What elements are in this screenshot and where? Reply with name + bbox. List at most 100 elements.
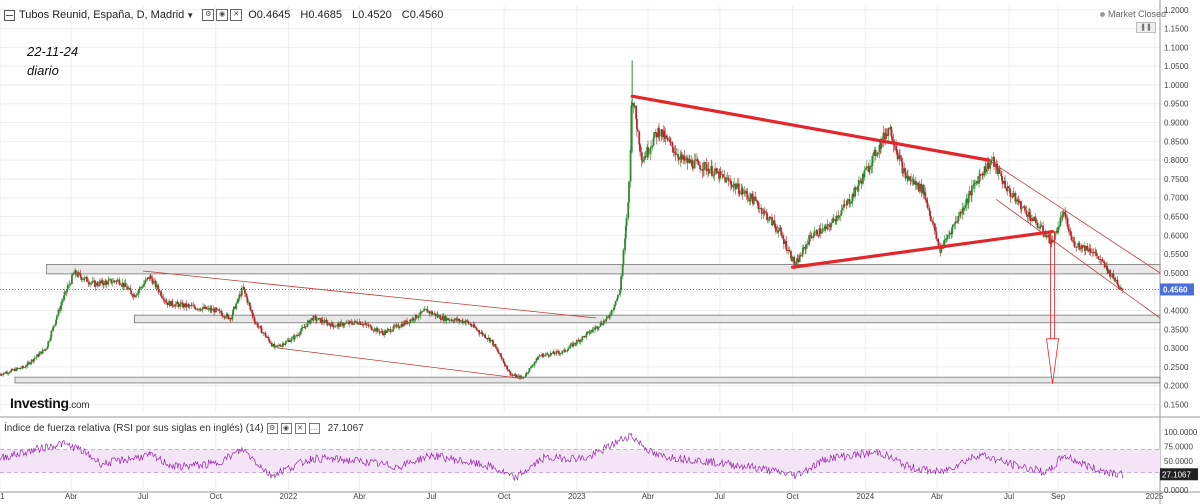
rsi-tick-label: 75.0000 bbox=[1164, 443, 1193, 452]
price-axis[interactable]: 1.2000 1.1500 1.1000 1.0500 1.0000 0.9500 0.90… bbox=[1160, 6, 1194, 410]
settings-icon[interactable]: ⚙ bbox=[202, 9, 215, 21]
candle-body bbox=[104, 281, 107, 282]
candle-body bbox=[580, 339, 583, 341]
candle-body bbox=[232, 306, 235, 310]
candle-body bbox=[1062, 211, 1065, 217]
candle-body bbox=[712, 175, 715, 177]
candle-body bbox=[1037, 227, 1040, 228]
candle-body bbox=[50, 330, 53, 338]
candle-body bbox=[1028, 212, 1031, 215]
chevron-down-icon[interactable]: ▼ bbox=[186, 10, 195, 20]
time-axis[interactable]: 21 Abr Jul Oct 2022 Abr Jul Oct 2023 Abr Jul Oct 202… bbox=[0, 492, 1164, 501]
pause-icon[interactable]: ❚❚ bbox=[1136, 22, 1156, 33]
candle-body bbox=[953, 224, 956, 226]
candle-body bbox=[63, 291, 66, 296]
candle-body bbox=[165, 302, 168, 303]
rsi-tick-label: 100.0000 bbox=[1164, 428, 1198, 437]
collapse-icon[interactable] bbox=[4, 9, 15, 21]
candle-body bbox=[520, 376, 523, 378]
candle-body bbox=[708, 170, 711, 174]
candle-body bbox=[722, 174, 724, 177]
candle-body bbox=[1048, 234, 1051, 244]
candle-body bbox=[464, 321, 467, 324]
candle-body bbox=[412, 318, 415, 321]
candle-body bbox=[240, 288, 243, 296]
target-arrow bbox=[1046, 231, 1059, 384]
candle-body bbox=[496, 348, 499, 352]
candle-body bbox=[684, 159, 687, 161]
candle-body bbox=[957, 216, 960, 221]
candle-body bbox=[439, 315, 442, 319]
candle-body bbox=[52, 327, 54, 331]
candle-body bbox=[537, 356, 540, 360]
candle-body bbox=[245, 293, 248, 298]
candle-body bbox=[394, 325, 397, 327]
rsi-close-icon[interactable]: ✕ bbox=[294, 423, 306, 434]
candle-body bbox=[473, 324, 476, 328]
candle-body bbox=[528, 368, 531, 372]
close-icon[interactable]: ✕ bbox=[230, 9, 243, 21]
candle-body bbox=[359, 321, 362, 325]
candle-body bbox=[874, 149, 877, 156]
candle-body bbox=[553, 351, 555, 354]
candle-body bbox=[779, 227, 782, 232]
time-tick-label: Sep bbox=[1051, 492, 1066, 501]
candle-body bbox=[852, 193, 855, 197]
candle-body bbox=[364, 323, 366, 325]
candle-body bbox=[688, 159, 691, 164]
candle-body bbox=[858, 180, 860, 186]
candle-body bbox=[285, 341, 287, 344]
candle-body bbox=[256, 323, 259, 327]
candle-body bbox=[1086, 245, 1089, 250]
candle-body bbox=[859, 180, 862, 182]
candle-body bbox=[157, 289, 160, 293]
candle-body bbox=[381, 331, 384, 333]
candle-body bbox=[1018, 200, 1021, 203]
candle-body bbox=[723, 176, 726, 178]
candle-body bbox=[137, 291, 140, 295]
candle-body bbox=[578, 340, 581, 343]
visibility-icon[interactable]: ◉ bbox=[216, 9, 229, 21]
candle-body bbox=[1102, 261, 1105, 263]
candle-body bbox=[498, 353, 501, 355]
candle-body bbox=[733, 183, 735, 186]
candle-body bbox=[11, 369, 14, 371]
candle-body bbox=[876, 154, 879, 156]
candle-body bbox=[890, 126, 893, 137]
investing-logo: Investing.com bbox=[10, 395, 90, 411]
candle-body bbox=[401, 324, 404, 327]
candle-body bbox=[513, 375, 516, 376]
candle-body bbox=[207, 307, 210, 309]
candle-body bbox=[163, 300, 166, 301]
rsi-more-icon[interactable]: … bbox=[308, 423, 320, 434]
candle-body bbox=[1009, 192, 1012, 197]
candle-body bbox=[161, 296, 163, 298]
time-tick-label: Jul bbox=[715, 492, 725, 501]
rsi-title[interactable]: Índice de fuerza relativa (RSI por sus s… bbox=[4, 423, 264, 434]
candle-body bbox=[559, 353, 562, 354]
rsi-settings-icon[interactable]: ⚙ bbox=[266, 423, 278, 434]
symbol-title[interactable]: Tubos Reunid, España, D, Madrid bbox=[19, 9, 185, 21]
candle-body bbox=[300, 327, 303, 332]
candle-body bbox=[199, 309, 202, 311]
candle-body bbox=[921, 184, 924, 193]
candle-body bbox=[1016, 199, 1019, 202]
candle-body bbox=[652, 138, 655, 146]
candle-body bbox=[127, 287, 130, 289]
candle-body bbox=[421, 311, 423, 313]
candle-body bbox=[389, 329, 392, 332]
rsi-visibility-icon[interactable]: ◉ bbox=[280, 423, 292, 434]
candle-body bbox=[323, 320, 326, 323]
candle-body bbox=[98, 281, 101, 286]
candle-body bbox=[393, 325, 396, 327]
rsi-band bbox=[0, 449, 1160, 473]
candle-body bbox=[674, 152, 677, 155]
candle-body bbox=[485, 337, 488, 339]
candle-body bbox=[1070, 235, 1073, 241]
candle-body bbox=[933, 223, 936, 231]
candle-body bbox=[296, 334, 299, 336]
candle-body bbox=[35, 356, 38, 358]
candle-body bbox=[1069, 230, 1072, 236]
chart-header: Tubos Reunid, España, D, Madrid ▼ ⚙ ◉ ✕ … bbox=[4, 6, 449, 24]
